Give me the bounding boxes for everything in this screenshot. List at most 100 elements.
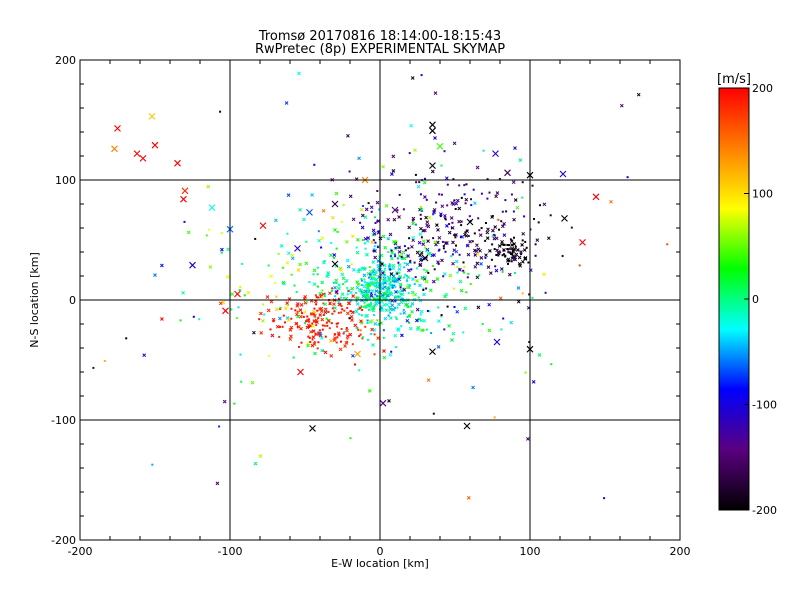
- data-point: [393, 296, 396, 299]
- data-point: [322, 260, 326, 265]
- data-point: [377, 323, 380, 326]
- data-point: [335, 281, 338, 284]
- data-point: [323, 307, 328, 312]
- data-point: [425, 256, 428, 259]
- data-point: [323, 324, 326, 327]
- data-point: [514, 252, 519, 257]
- data-point: [435, 201, 438, 204]
- data-point: [466, 276, 469, 279]
- x-marker: [429, 162, 436, 169]
- data-point: [355, 250, 360, 255]
- data-point: [491, 235, 494, 238]
- data-point: [414, 173, 417, 176]
- colorbar: 200 100 0 -100 -200: [718, 82, 777, 517]
- data-point: [376, 259, 381, 263]
- data-point: [473, 201, 477, 206]
- data-point: [361, 291, 364, 293]
- data-point: [453, 287, 455, 290]
- data-point: [509, 238, 512, 241]
- data-point: [549, 214, 552, 217]
- data-point: [501, 210, 504, 213]
- data-point: [464, 197, 469, 202]
- data-point: [499, 251, 502, 254]
- data-point: [321, 289, 324, 292]
- data-point: [221, 300, 226, 305]
- x-marker: [463, 422, 471, 430]
- data-point: [472, 188, 475, 191]
- x-marker: [466, 218, 474, 226]
- data-point: [181, 290, 185, 295]
- data-point: [346, 307, 349, 309]
- data-point: [349, 310, 352, 312]
- data-point: [454, 201, 459, 206]
- data-point: [335, 322, 338, 325]
- data-point: [399, 288, 404, 293]
- data-point: [275, 307, 279, 312]
- data-point: [318, 331, 323, 336]
- data-point: [504, 255, 507, 258]
- data-point: [316, 285, 319, 288]
- data-point: [423, 268, 426, 271]
- data-point: [293, 284, 296, 287]
- data-point: [376, 230, 381, 235]
- data-point: [428, 310, 431, 313]
- chart-subtitle: RwPretec (8p) EXPERIMENTAL SKYMAP: [255, 42, 505, 57]
- data-point: [298, 308, 303, 312]
- data-point: [373, 249, 377, 253]
- data-point: [480, 227, 483, 229]
- data-point: [382, 355, 387, 360]
- data-point: [463, 193, 466, 196]
- data-point: [399, 293, 402, 295]
- data-point: [262, 303, 265, 306]
- data-point: [373, 245, 376, 248]
- data-point: [382, 263, 387, 268]
- data-point: [275, 295, 278, 298]
- data-point: [315, 296, 318, 299]
- data-point: [351, 343, 354, 346]
- x-marker: [208, 204, 216, 211]
- data-point: [372, 283, 375, 286]
- data-point: [417, 317, 422, 322]
- data-point: [521, 196, 524, 199]
- data-point: [384, 296, 387, 299]
- data-point: [336, 230, 339, 233]
- data-point: [305, 325, 310, 330]
- data-point: [296, 310, 299, 313]
- data-point: [433, 136, 437, 140]
- data-point: [475, 261, 480, 266]
- data-point: [407, 314, 412, 318]
- data-point: [455, 198, 460, 203]
- data-point: [380, 262, 384, 266]
- data-point: [334, 290, 339, 294]
- data-point: [456, 271, 459, 274]
- data-point: [453, 199, 456, 202]
- data-point: [636, 92, 641, 97]
- data-point: [376, 264, 379, 267]
- data-point: [322, 314, 325, 316]
- data-point: [470, 198, 472, 201]
- data-point: [432, 412, 435, 415]
- data-point: [525, 246, 528, 249]
- data-point: [286, 304, 289, 307]
- data-point: [370, 270, 373, 273]
- data-point: [437, 235, 442, 240]
- data-point: [500, 242, 504, 247]
- data-point: [357, 156, 361, 161]
- data-point: [289, 334, 293, 339]
- data-point: [346, 301, 351, 306]
- data-point: [506, 257, 511, 262]
- data-point: [411, 219, 414, 222]
- data-point: [348, 332, 353, 337]
- data-point: [500, 220, 503, 223]
- data-point: [512, 249, 515, 252]
- data-point: [324, 292, 327, 295]
- data-point: [474, 249, 479, 253]
- data-point: [411, 221, 416, 226]
- data-point: [310, 193, 314, 197]
- data-point: [222, 399, 227, 404]
- data-point: [440, 164, 443, 167]
- data-point: [378, 208, 380, 211]
- data-point: [346, 337, 349, 340]
- data-point: [340, 340, 342, 343]
- data-point: [310, 312, 313, 315]
